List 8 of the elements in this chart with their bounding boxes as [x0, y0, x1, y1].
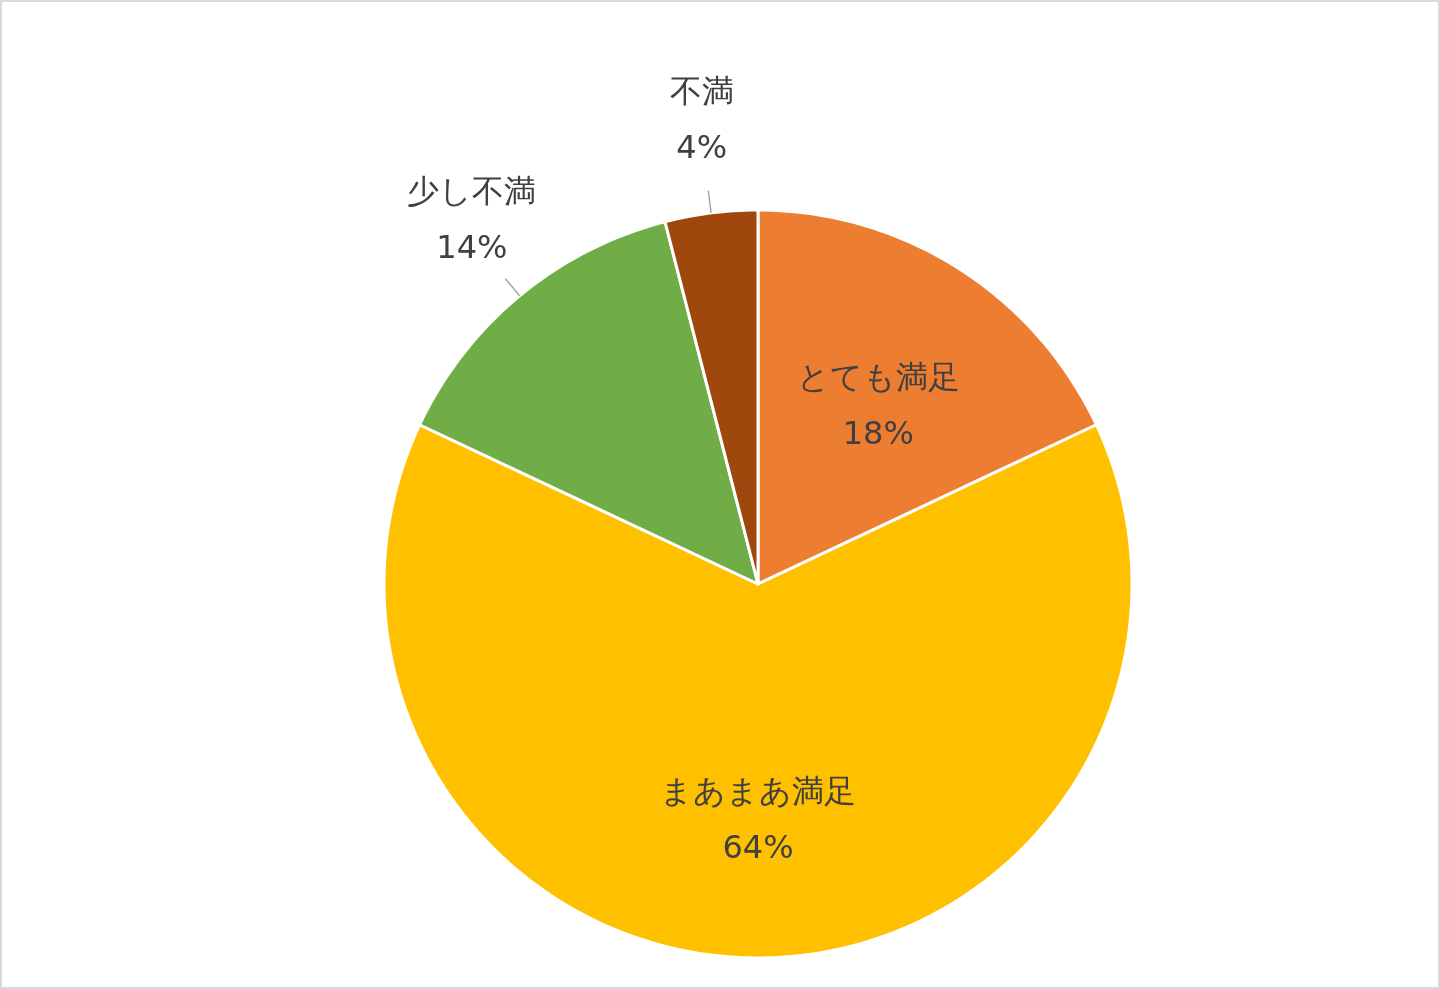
data-label: 18% [842, 414, 914, 453]
data-label: 14% [436, 227, 508, 266]
slice-label: 不満 [669, 72, 734, 111]
slice-label: 少し不満 [407, 171, 537, 210]
slice-label: とても満足 [796, 358, 960, 397]
data-label: 4% [676, 128, 728, 167]
data-label: 64% [722, 828, 794, 866]
slice-label: まあまあ満足 [660, 772, 856, 810]
